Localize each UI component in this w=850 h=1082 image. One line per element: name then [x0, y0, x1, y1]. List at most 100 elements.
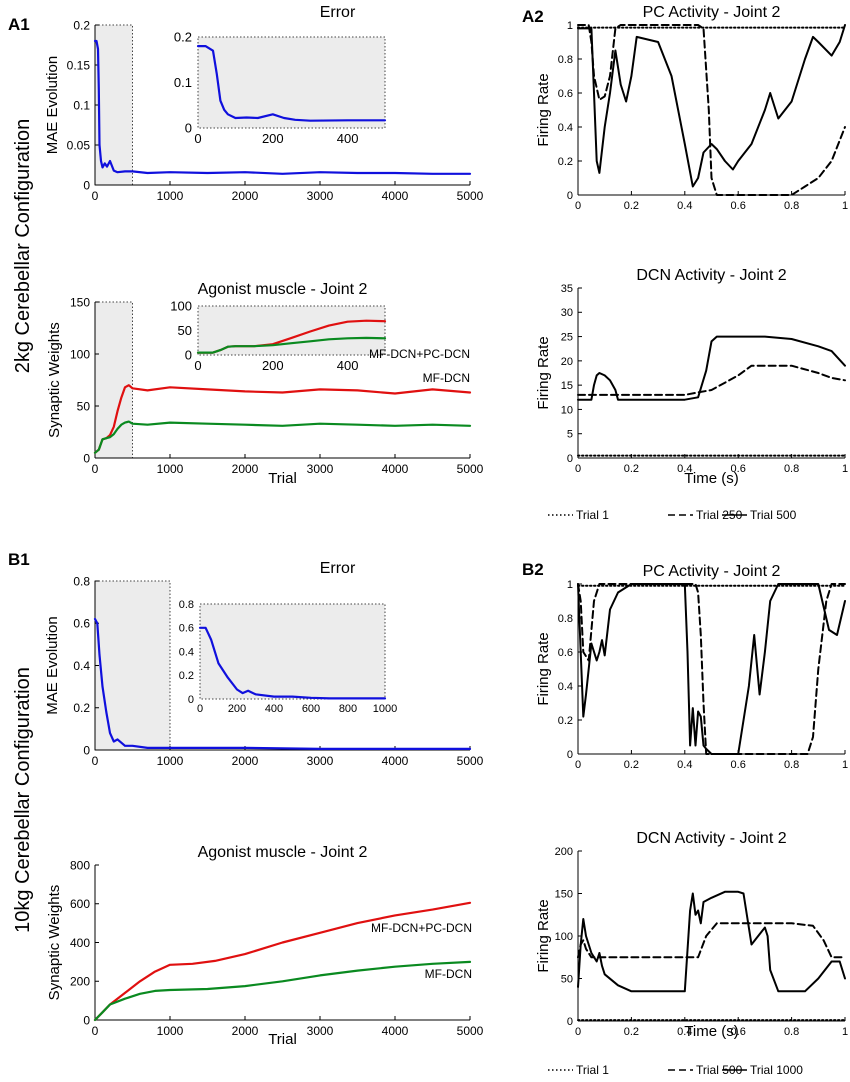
- a1_weights-xtick-label-1: 1000: [157, 462, 184, 476]
- a1_error-inset-ytick-label-0: 0: [185, 121, 192, 136]
- b1_error-xtick-label-1: 1000: [157, 754, 184, 768]
- a2_dcn-series-1: [577, 364, 846, 396]
- a1_weights-inset-xtick-label-0: 0: [194, 358, 201, 373]
- chart-b1_error: 0 1000 2000 3000 4000 500000.20.40.60.8ErrorM…: [44, 560, 484, 768]
- b1_weights-title: Agonist muscle - Joint 2: [198, 844, 368, 861]
- a1_weights-inset-ytick-label-0: 0: [185, 348, 192, 363]
- b1_error-ytick-label-2: 0.4: [73, 659, 90, 673]
- a1_error-inset-xtick-label-1: 200: [262, 131, 284, 146]
- b1_error-ytick-label-3: 0.6: [73, 617, 90, 631]
- panel-label-a2: A2: [522, 7, 544, 26]
- a1_weights-xtick-label-4: 4000: [382, 462, 409, 476]
- b2_pc-ytick-label-4: 0.8: [558, 613, 573, 625]
- b2_dcn-xtick-label-4: 0.8: [784, 1026, 799, 1038]
- a1_weights-annotation-1: MF-DCN: [423, 371, 470, 385]
- a1_weights-ylabel: Synaptic Weights: [46, 322, 63, 438]
- b2_pc-xtick-label-5: 1: [842, 759, 848, 771]
- b2_dcn-xtick-label-2: 0.4: [677, 1026, 692, 1038]
- a1_error-xtick-label-3: 3000: [307, 189, 334, 203]
- a1_error-inset-xtick-label-0: 0: [194, 131, 201, 146]
- b1_error-inset-xtick-label-4: 800: [339, 703, 357, 715]
- b2_dcn-ytick-label-2: 100: [555, 931, 573, 943]
- panel-label-b1: B1: [8, 550, 30, 569]
- a2_dcn-legend: Trial 1 Trial 250 Trial 500: [548, 508, 797, 522]
- a2_dcn-ytick-label-3: 15: [561, 380, 573, 392]
- b2_dcn-legend-label-0: Trial 1: [576, 1063, 609, 1077]
- b2_pc-ytick-label-3: 0.6: [558, 647, 573, 659]
- config-label-b: 10kg Cerebellar Configuration: [12, 667, 34, 933]
- a2_dcn-ytick-label-7: 35: [561, 283, 573, 295]
- a1_error-xtick-label-4: 4000: [382, 189, 409, 203]
- b1_error-series-0: [93, 617, 472, 751]
- a2_pc-xtick-label-5: 1: [842, 200, 848, 212]
- b2_dcn-ytick-label-4: 200: [555, 846, 573, 858]
- b2_dcn-legend: Trial 1 Trial 500 Trial 1000: [548, 1063, 803, 1077]
- chart-a1_error: 0 1000 2000 3000 4000 500000.050.10.150.2Erro…: [44, 4, 484, 203]
- b2_dcn-xlabel: Time (s): [684, 1023, 738, 1040]
- a2_dcn-legend-label-0: Trial 1: [576, 508, 609, 522]
- b2_pc-ylabel: Firing Rate: [535, 632, 552, 705]
- a1_weights-ytick-label-1: 50: [77, 399, 91, 413]
- a2_dcn-title: DCN Activity - Joint 2: [636, 267, 786, 284]
- a1_weights-inset-xtick-label-1: 200: [262, 358, 284, 373]
- a2_pc-series-1: [577, 24, 846, 196]
- b2_dcn-legend-label-2: Trial 1000: [750, 1063, 803, 1077]
- b1_error-inset-ytick-label-4: 0.8: [179, 599, 194, 611]
- a2_dcn-xtick-label-4: 0.8: [784, 463, 799, 475]
- b2_dcn-ytick-label-3: 150: [555, 888, 573, 900]
- a1_error-inset-series-0: [196, 44, 387, 122]
- a1_weights-inset: 0 200 400 0 50 100: [170, 299, 387, 373]
- a1_error-xtick-label-1: 1000: [157, 189, 184, 203]
- a2_dcn-legend-label-2: Trial 500: [750, 508, 797, 522]
- b1_error-inset-xtick-label-2: 400: [265, 703, 283, 715]
- a1_weights-title: Agonist muscle - Joint 2: [198, 281, 368, 298]
- chart-b2_pc: 0 0.2 0.4 0.6 0.8 1 0 0.2 0.4 0.6 0.8 1 PC Activity …: [535, 563, 848, 771]
- a2_pc-ytick-label-1: 0.2: [558, 156, 573, 168]
- a1_weights-xlabel: Trial: [268, 470, 297, 487]
- b1_error-ytick-label-1: 0.2: [73, 701, 90, 715]
- b2_dcn-legend-label-1: Trial 500: [696, 1063, 743, 1077]
- b2_dcn-title: DCN Activity - Joint 2: [636, 830, 786, 847]
- b1_weights-ytick-label-0: 0: [83, 1013, 90, 1027]
- a1_weights-annotation-0: MF-DCN+PC-DCN: [369, 347, 470, 361]
- b1_error-xtick-label-4: 4000: [382, 754, 409, 768]
- a1_weights-ytick-label-0: 0: [83, 451, 90, 465]
- b1_error-xtick-label-5: 5000: [457, 754, 484, 768]
- b2_dcn-xtick-label-1: 0.2: [624, 1026, 639, 1038]
- a1_weights-inset-xtick-label-2: 400: [337, 358, 359, 373]
- a2_dcn-ytick-label-2: 10: [561, 404, 573, 416]
- b2_dcn-xtick-label-5: 1: [842, 1026, 848, 1038]
- a1_weights-ytick-label-2: 100: [70, 347, 90, 361]
- b1_weights-series-0: [93, 901, 472, 1022]
- b2_dcn-ytick-label-0: 0: [567, 1016, 573, 1028]
- b1_weights-xtick-label-5: 5000: [457, 1024, 484, 1038]
- a2_pc-ytick-label-3: 0.6: [558, 88, 573, 100]
- a2_pc-xtick-label-2: 0.4: [677, 200, 692, 212]
- b1_weights-xtick-label-3: 3000: [307, 1024, 334, 1038]
- b2_pc-xtick-label-2: 0.4: [677, 759, 692, 771]
- a2_pc-ytick-label-4: 0.8: [558, 54, 573, 66]
- b1_error-zoom-region: [94, 580, 171, 751]
- chart-b1_weights: 0 1000 2000 3000 4000 5000 0 200 400 600 800 Agonis…: [46, 844, 484, 1048]
- a2_dcn-series-2: [577, 335, 846, 401]
- b1_error-inset-xtick-label-3: 600: [302, 703, 320, 715]
- b1_error-xtick-label-2: 2000: [232, 754, 259, 768]
- b1_weights-xlabel: Trial: [268, 1031, 297, 1048]
- a1_error-inset-xtick-label-2: 400: [337, 131, 359, 146]
- a2_pc-ytick-label-2: 0.4: [558, 122, 573, 134]
- a1_error-ytick-label-4: 0.2: [73, 18, 90, 32]
- b2_pc-ytick-label-0: 0: [567, 749, 573, 761]
- a2_dcn-ytick-label-1: 5: [567, 429, 573, 441]
- a1_error-inset-frame: [197, 36, 386, 129]
- b1_weights-xtick-label-2: 2000: [232, 1024, 259, 1038]
- panel-label-b2: B2: [522, 560, 544, 579]
- b1_error-inset-ytick-label-2: 0.4: [179, 646, 194, 658]
- a2_dcn-ylabel: Firing Rate: [535, 336, 552, 409]
- b1_error-xtick-label-3: 3000: [307, 754, 334, 768]
- b1_weights-xtick-label-0: 0: [92, 1024, 99, 1038]
- a2_pc-xtick-label-0: 0: [575, 200, 581, 212]
- a1_error-inset: 0 200 400 0 0.1 0.2: [174, 30, 387, 146]
- b2_dcn-ytick-label-1: 50: [561, 973, 573, 985]
